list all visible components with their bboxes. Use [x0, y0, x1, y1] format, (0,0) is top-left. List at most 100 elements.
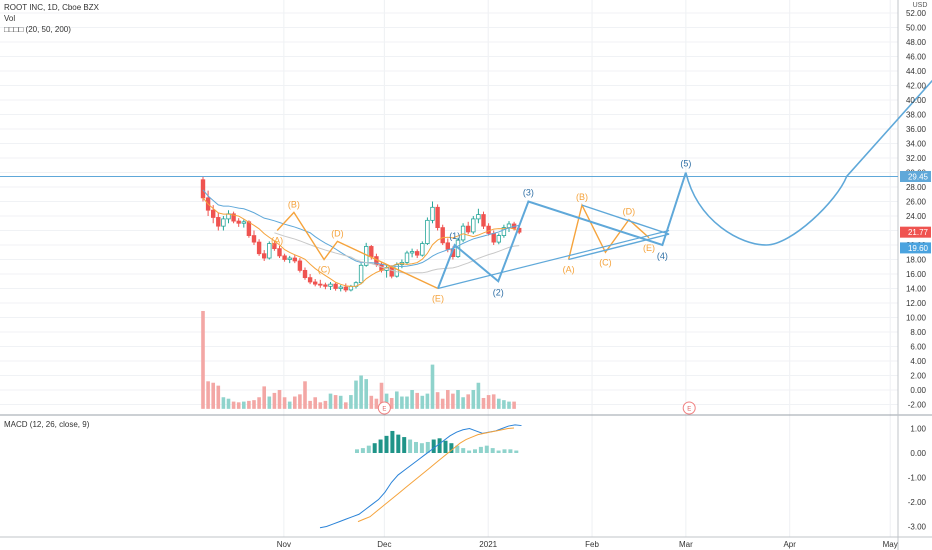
price-tick-label: 32.00 — [906, 154, 927, 163]
projection-path — [685, 79, 932, 246]
legend-ma: □□□□ (20, 50, 200) — [4, 25, 71, 34]
price-tick-label: 38.00 — [906, 111, 927, 120]
volume-bar — [298, 394, 302, 409]
candle-body — [251, 235, 257, 243]
volume-bar — [430, 364, 435, 409]
macd-hist-bar — [378, 439, 383, 453]
macd-hist-bar — [366, 445, 371, 453]
volume-bar — [456, 390, 460, 409]
event-marker-label: E — [687, 407, 691, 413]
macd-hist-bar — [425, 441, 430, 453]
volume-bar — [400, 396, 404, 409]
time-tick-label: May — [883, 540, 898, 549]
volume-bar — [486, 395, 491, 409]
price-tick-label: 2.00 — [910, 372, 926, 381]
price-tick-label: 36.00 — [906, 125, 927, 134]
macd-hist-bar — [484, 445, 489, 453]
volume-bar — [384, 393, 389, 409]
volume-bar — [349, 395, 353, 409]
candle-body — [241, 221, 246, 224]
macd-hist-bar — [514, 450, 519, 453]
macd-hist-bar — [496, 450, 501, 453]
currency-label: USD — [913, 2, 928, 9]
orange-wave-label: (D) — [623, 207, 636, 217]
time-tick-label: Apr — [783, 540, 796, 549]
macd-hist-bar — [449, 443, 454, 453]
candle-body — [221, 218, 226, 227]
candle-body — [445, 242, 450, 250]
candle-body — [496, 235, 501, 243]
volume-bar — [420, 395, 425, 409]
macd-histogram — [355, 430, 519, 453]
volume-bar — [216, 385, 221, 409]
price-tick-label: 46.00 — [906, 53, 927, 62]
macd-hist-bar — [478, 446, 483, 453]
candle-body — [369, 246, 374, 257]
blue-wave-label: (3) — [523, 188, 534, 198]
volume-bar — [405, 396, 409, 409]
volume-bar — [364, 379, 368, 409]
candle-body — [302, 269, 308, 279]
orange-wave-label: (A) — [271, 236, 283, 246]
macd-hist-bar — [408, 439, 413, 453]
volume-bar — [247, 400, 251, 409]
overlays — [0, 79, 932, 529]
volume-bar — [231, 401, 236, 409]
orange-wave-label: (D) — [331, 228, 344, 238]
volume-bar — [476, 382, 481, 409]
volume-bar — [440, 398, 445, 409]
candle-body — [231, 213, 236, 222]
price-badge — [900, 242, 931, 254]
candle-body — [256, 241, 262, 255]
macd-tick-label: -3.00 — [908, 523, 927, 532]
volume-bar — [262, 386, 266, 409]
price-tick-label: 10.00 — [906, 314, 927, 323]
wave-labels: (1) (2) (3) (4) (5) (A) (B) (C) (D) (E) (A) (B) (C) (… — [271, 159, 696, 415]
event-marker-icon — [682, 401, 696, 415]
price-tick-label: 28.00 — [906, 183, 927, 192]
orange-wave-label: (A) — [563, 265, 575, 275]
candle-body — [246, 221, 252, 236]
candle-body — [460, 225, 466, 241]
orange-wave-2 — [567, 203, 650, 260]
volume-bar — [333, 395, 338, 409]
volume-bar — [466, 394, 470, 409]
macd-hist-bar — [396, 434, 401, 453]
volume-bar — [491, 394, 496, 409]
candle-body — [287, 257, 292, 260]
macd-hist-bar — [431, 439, 436, 453]
candle-body — [476, 214, 481, 220]
volume-bar — [446, 390, 450, 409]
candle-body — [420, 243, 425, 256]
macd-hist-bar — [384, 435, 389, 453]
price-tick-label: 6.00 — [910, 343, 926, 352]
macd-hist-bar — [402, 437, 407, 453]
macd-hist-bar — [443, 440, 448, 453]
candle-body — [409, 251, 415, 254]
volume-bar — [471, 390, 476, 409]
volume-bar — [338, 395, 343, 409]
macd-tick-label: 1.00 — [910, 425, 926, 434]
volume-bar — [497, 398, 501, 409]
time-tick-label: Mar — [679, 540, 693, 549]
candle-body — [200, 179, 206, 199]
candle-body — [282, 255, 287, 260]
price-tick-label: 26.00 — [906, 198, 927, 207]
candle-body — [307, 277, 313, 283]
price-tick-label: -2.00 — [908, 401, 927, 410]
legend-symbol: ROOT INC, 1D, Cboe BZX — [4, 3, 99, 12]
orange-wave-label: (C) — [599, 257, 612, 267]
blue-wave-label: (2) — [493, 287, 504, 297]
macd-hist-bar — [390, 430, 395, 453]
price-tick-label: 8.00 — [910, 328, 926, 337]
price-badge-label: 19.60 — [908, 244, 929, 253]
candle-body — [272, 243, 277, 250]
candle-body — [338, 286, 343, 289]
candle-body — [292, 257, 297, 262]
blue-wave-label: (1) — [449, 231, 460, 241]
triangle-lower — [568, 233, 670, 261]
volume-bar — [201, 310, 205, 409]
volume-bar — [226, 398, 231, 409]
candle-body — [414, 251, 420, 256]
